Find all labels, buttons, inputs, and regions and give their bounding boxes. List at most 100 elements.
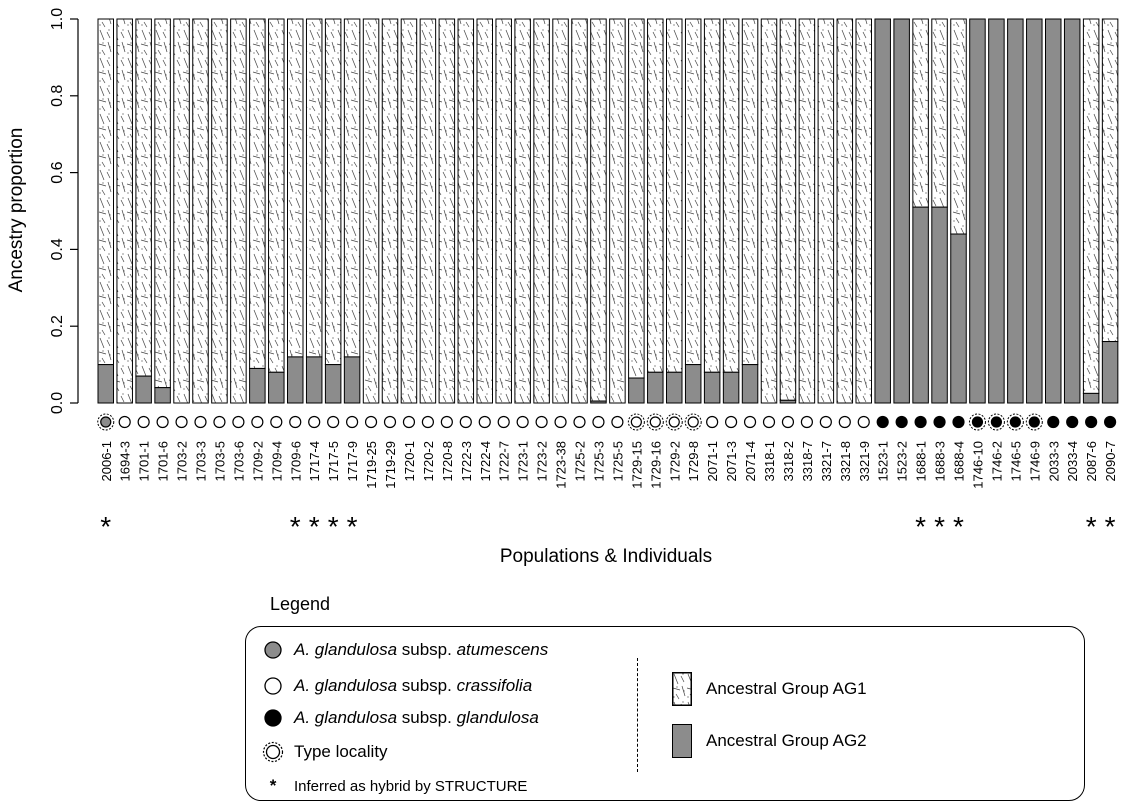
x-tick-label: 1717-5: [326, 441, 341, 481]
subspecies-marker: [838, 415, 851, 429]
bar-ag2: [647, 371, 664, 404]
bar-ag1: [230, 18, 247, 404]
bar-ag1: [571, 18, 588, 404]
bar-ag1: [287, 18, 304, 358]
bar-ag1: [495, 18, 512, 404]
subspecies-marker: [1009, 416, 1021, 428]
type-locality-ring: [1006, 413, 1024, 431]
bar-ag1: [760, 18, 778, 404]
bar-ag2: [666, 371, 683, 404]
subspecies-marker: [364, 415, 378, 429]
gray-circle-icon: [262, 639, 284, 661]
hybrid-asterisk: *: [309, 511, 320, 542]
x-tick-label: 3321-8: [838, 441, 853, 481]
legend-epithet: glandulosa: [456, 708, 539, 727]
x-tick-label: 3318-7: [800, 441, 815, 481]
bar-ag1: [741, 18, 759, 366]
x-tick-label: 1717-4: [307, 441, 322, 481]
x-tick-label: 1688-3: [933, 441, 948, 481]
legend-title: Legend: [270, 594, 331, 614]
subspecies-marker: [933, 415, 946, 429]
subspecies-marker: [800, 415, 814, 429]
bar-ag1: [476, 18, 493, 404]
x-tick-label: 1717-9: [345, 441, 360, 481]
bar-ag2: [722, 371, 740, 404]
subspecies-marker: [118, 415, 131, 429]
subspecies-marker: [497, 415, 510, 429]
bar-ag1: [305, 18, 323, 358]
legend-atumescens: A. glandulosa subsp. atumescens: [262, 638, 548, 662]
y-tick-label: 0.6: [49, 161, 66, 183]
x-tick-label: 1746-10: [970, 441, 985, 489]
y-tick-label: 0.2: [49, 315, 66, 337]
bar-ag2: [1063, 18, 1081, 404]
legend-genus: A. glandulosa: [294, 640, 398, 659]
bar-ag1: [798, 18, 816, 404]
type-locality-ring: [987, 413, 1005, 431]
type-locality-ring: [627, 413, 645, 431]
bar-ag2: [1026, 18, 1043, 404]
legend-subsp: subsp.: [397, 640, 457, 659]
bar-ag2: [1045, 18, 1062, 404]
bar-ag1: [912, 18, 929, 208]
bar-ag1: [97, 18, 114, 366]
subspecies-marker: [914, 415, 927, 429]
bar-ag1: [154, 18, 171, 389]
hybrid-asterisk: *: [953, 511, 964, 542]
bar-ag1: [950, 18, 967, 235]
bar-ag1: [173, 18, 190, 404]
subspecies-marker: [194, 415, 207, 429]
subspecies-marker: [876, 415, 889, 429]
bar-ag1: [703, 18, 721, 373]
y-tick-label: 0.4: [49, 238, 66, 260]
x-tick-label: 1723-1: [516, 441, 531, 481]
subspecies-markers: [97, 413, 1117, 431]
legend-hybrid: * Inferred as hybrid by STRUCTURE: [262, 774, 528, 798]
x-tick-label: 1523-1: [876, 441, 891, 481]
x-tick-label: 1720-8: [440, 441, 455, 481]
subspecies-marker: [952, 415, 965, 429]
hybrid-asterisk: *: [1086, 511, 1097, 542]
white-circle-icon: [262, 675, 284, 697]
subspecies-marker: [440, 415, 453, 429]
x-tick-label: 1722-7: [497, 441, 512, 481]
legend-ag2: Ancestral Group AG2: [672, 724, 867, 758]
legend-epithet: crassifolia: [456, 676, 533, 695]
type-locality-ring: [665, 413, 683, 431]
legend-hybrid-label: Inferred as hybrid by STRUCTURE: [294, 777, 528, 795]
bar-ag2: [1007, 18, 1024, 404]
legend-ag1-label: Ancestral Group AG1: [706, 679, 867, 698]
legend-genus: A. glandulosa: [294, 708, 398, 727]
legend-ag2-label: Ancestral Group AG2: [706, 731, 867, 750]
x-tick-label: 1746-2: [989, 441, 1004, 481]
bar-ag1: [628, 18, 645, 379]
x-tick-label: 1688-1: [914, 441, 929, 481]
bar-ag2: [305, 356, 323, 404]
subspecies-marker: [346, 415, 359, 429]
x-tick-label: 1688-4: [952, 441, 967, 481]
type-locality-ring: [1025, 413, 1043, 431]
ag1-swatch: [672, 672, 692, 706]
x-tick-label: 3321-7: [819, 441, 834, 481]
x-tick-label: 1746-9: [1027, 441, 1042, 481]
type-locality-ring: [968, 413, 986, 431]
x-tick-label: 1709-6: [288, 441, 303, 481]
bar-ag1: [268, 18, 285, 373]
subspecies-marker: [573, 415, 586, 429]
subspecies-marker: [327, 415, 340, 429]
bar-ag1: [514, 18, 531, 404]
bar-ag1: [533, 18, 550, 404]
legend-ag1: Ancestral Group AG1: [672, 672, 867, 706]
x-tick-label: 2071-4: [743, 441, 758, 481]
subspecies-marker: [289, 415, 302, 429]
bar-ag1: [1082, 18, 1100, 394]
x-tick-label: 1729-8: [686, 441, 701, 481]
bar-ag1: [135, 18, 152, 377]
bar-ag2: [950, 233, 967, 404]
subspecies-marker: [1085, 415, 1098, 429]
bar-ag1: [438, 18, 456, 404]
y-tick-label: 1.0: [49, 8, 66, 30]
bar-ag1: [817, 18, 835, 404]
subspecies-marker: [232, 415, 245, 429]
bar-ag2: [779, 399, 797, 404]
